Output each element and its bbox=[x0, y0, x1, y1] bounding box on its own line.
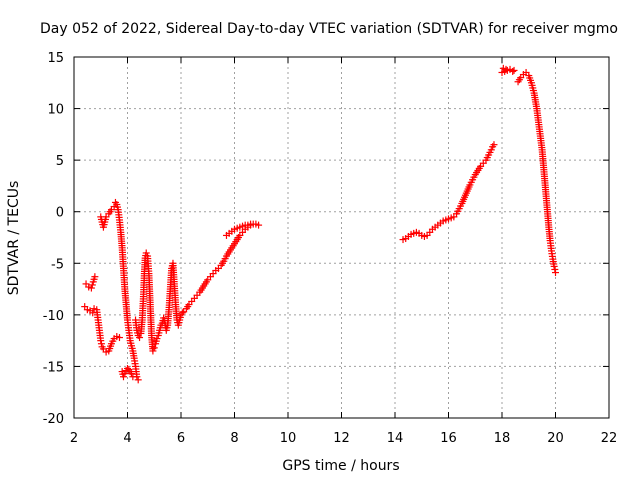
data-point bbox=[539, 161, 549, 183]
data-point bbox=[169, 259, 178, 286]
y-tick-label: -15 bbox=[43, 360, 64, 375]
y-tick-label: 15 bbox=[47, 51, 64, 66]
x-tick-label: 22 bbox=[601, 431, 618, 446]
data-point bbox=[91, 273, 99, 281]
data-point bbox=[535, 125, 546, 152]
data-point bbox=[124, 316, 133, 332]
data-point bbox=[458, 195, 468, 207]
data-point bbox=[146, 301, 155, 337]
data-point bbox=[463, 183, 473, 195]
tick-labels: 2 4 6 8 10 12 14 16 18 20 22 -20 -15 -10 -5 0 5 10 15 bbox=[43, 51, 618, 446]
y-tick-label: -5 bbox=[51, 257, 64, 272]
data-point bbox=[255, 221, 263, 229]
data-point bbox=[137, 318, 146, 337]
data-point bbox=[145, 270, 154, 306]
data-point bbox=[129, 373, 137, 381]
data-point bbox=[525, 72, 535, 84]
y-tick-label: 10 bbox=[47, 103, 64, 118]
data-point bbox=[527, 79, 537, 95]
data-point bbox=[119, 373, 127, 381]
data-point bbox=[114, 206, 123, 221]
data-point bbox=[533, 105, 543, 131]
x-tick-label: 18 bbox=[494, 431, 511, 446]
data-point bbox=[170, 280, 180, 306]
x-tick-label: 6 bbox=[177, 431, 185, 446]
data-point bbox=[247, 220, 255, 228]
data-point bbox=[487, 146, 495, 154]
y-axis-label: SDTVAR / TECUs bbox=[6, 181, 22, 296]
data-point bbox=[121, 370, 129, 378]
x-tick-label: 4 bbox=[123, 431, 131, 446]
data-point bbox=[149, 347, 157, 355]
data-point bbox=[125, 326, 134, 342]
data-point bbox=[174, 319, 183, 329]
data-point bbox=[455, 202, 465, 213]
data-point bbox=[150, 344, 158, 352]
data-point bbox=[95, 326, 104, 342]
data-point bbox=[461, 189, 470, 201]
data-point bbox=[115, 216, 125, 234]
x-tick-label: 8 bbox=[230, 431, 238, 446]
x-tick-label: 14 bbox=[387, 431, 404, 446]
data-point bbox=[128, 370, 136, 378]
x-axis-label: GPS time / hours bbox=[282, 458, 399, 474]
data-point bbox=[485, 148, 494, 159]
data-point bbox=[162, 324, 171, 334]
data-point bbox=[164, 308, 173, 329]
x-tick-label: 16 bbox=[440, 431, 457, 446]
plot-frame bbox=[73, 56, 610, 419]
x-tick-label: 10 bbox=[280, 431, 297, 446]
chart-title: Day 052 of 2022, Sidereal Day-to-day VTE… bbox=[40, 21, 618, 37]
data-point bbox=[121, 285, 130, 306]
data-point bbox=[509, 67, 517, 75]
data-point bbox=[117, 228, 126, 250]
data-point bbox=[550, 262, 559, 273]
data-point bbox=[552, 269, 559, 277]
x-tick-label: 12 bbox=[333, 431, 350, 446]
x-tick-label: 20 bbox=[547, 431, 564, 446]
data-point bbox=[97, 337, 105, 348]
data-point bbox=[142, 249, 150, 257]
data-point bbox=[469, 173, 478, 184]
data-point bbox=[549, 255, 558, 268]
x-tick-label: 2 bbox=[70, 431, 78, 446]
data-points bbox=[81, 64, 559, 384]
data-point bbox=[490, 141, 498, 149]
data-point bbox=[118, 244, 127, 270]
data-point bbox=[547, 247, 556, 260]
y-tick-label: -10 bbox=[43, 309, 64, 324]
data-point bbox=[220, 255, 229, 265]
data-point bbox=[132, 316, 141, 332]
data-point bbox=[115, 334, 123, 342]
data-point bbox=[545, 223, 554, 242]
y-tick-label: 5 bbox=[56, 154, 64, 169]
data-point bbox=[105, 208, 114, 218]
data-point bbox=[130, 354, 139, 368]
data-point bbox=[546, 237, 555, 252]
data-point bbox=[542, 192, 551, 214]
data-point bbox=[178, 309, 186, 317]
data-point bbox=[138, 293, 147, 324]
data-point bbox=[541, 177, 550, 198]
data-point bbox=[153, 335, 161, 343]
data-point bbox=[530, 89, 540, 110]
data-point bbox=[129, 347, 138, 360]
data-point bbox=[94, 316, 103, 332]
data-point bbox=[122, 301, 131, 322]
data-point bbox=[144, 252, 153, 275]
data-point bbox=[543, 208, 553, 229]
data-point bbox=[119, 264, 129, 291]
y-tick-label: -20 bbox=[43, 412, 64, 427]
data-point bbox=[510, 66, 518, 74]
data-point bbox=[87, 281, 96, 292]
data-point bbox=[136, 334, 144, 342]
y-tick-label: 0 bbox=[56, 206, 64, 221]
grid bbox=[74, 57, 609, 418]
data-point bbox=[538, 146, 547, 167]
data-point bbox=[134, 376, 142, 384]
